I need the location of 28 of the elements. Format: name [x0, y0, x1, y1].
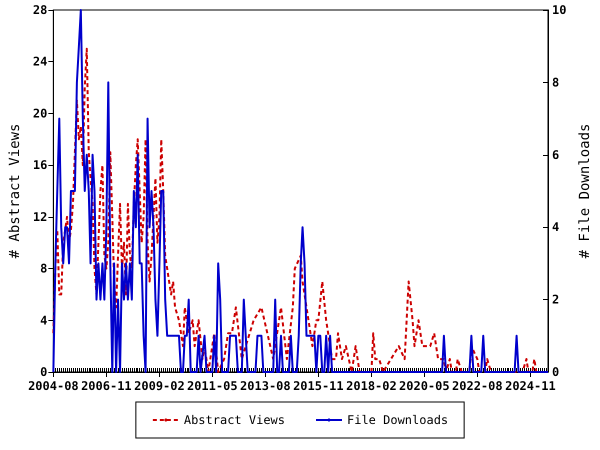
x-tick-label: 2006-11: [81, 379, 132, 393]
y2-tick-label: 2: [552, 292, 560, 307]
y-tick-label: 20: [32, 106, 48, 120]
y-tick-label: 0: [40, 365, 48, 379]
x-tick-label: 2004-08: [28, 379, 79, 393]
y2-tick-label: 10: [552, 3, 566, 17]
y-tick-label: 16: [32, 158, 48, 172]
y-tick-label: 28: [32, 3, 48, 17]
y-tick-label: 12: [32, 210, 48, 224]
y2-tick-label: 6: [552, 148, 560, 162]
y2-tick-label: 4: [552, 220, 560, 234]
x-tick-label: 2024-11: [505, 379, 556, 393]
y-tick-label: 4: [40, 313, 48, 328]
x-tick-label: 2009-02: [134, 379, 185, 393]
y-tick-label: 24: [32, 54, 48, 69]
y2-axis-title: # File Downloads: [577, 124, 593, 258]
x-tick-label: 2022-08: [452, 379, 503, 393]
x-tick-label: 2018-02: [346, 379, 397, 393]
y2-tick-label: 0: [552, 365, 560, 379]
x-tick-label: 2013-08: [240, 379, 291, 393]
x-tick-label: 2015-11: [293, 379, 344, 393]
y2-tick-label: 8: [552, 75, 560, 90]
y-axis-title: # Abstract Views: [7, 124, 23, 258]
legend-label: File Downloads: [347, 413, 448, 427]
x-tick-label: 2020-05: [399, 379, 450, 393]
legend-label: Abstract Views: [184, 413, 286, 427]
x-tick-label: 2011-05: [186, 379, 238, 393]
y-tick-label: 8: [40, 262, 48, 276]
